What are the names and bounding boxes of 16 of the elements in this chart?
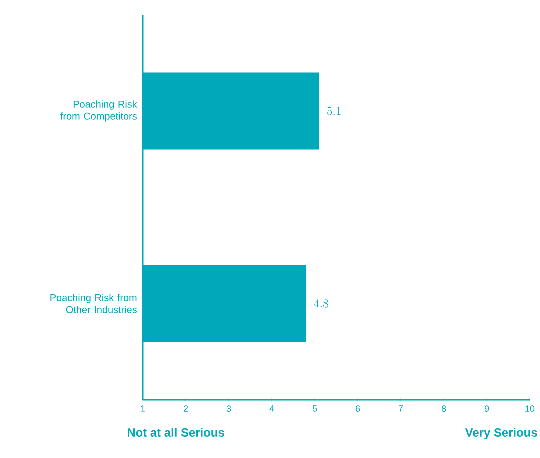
x-tick-label: 9 [484,406,490,412]
x-tick-label: 5 [312,406,318,412]
x-tick-label: 2 [184,406,188,412]
text: Very Serious [465,428,538,440]
x-tick-label: 6 [356,406,360,412]
data-label: 5. 1 [327,107,341,116]
x-tick-label: 4 [270,406,274,412]
y-tick-label: Poaching Risk from Other Industries [50,294,137,314]
x-tick-label: 3 [226,406,232,412]
data-label: 4.8 [314,300,328,308]
x-tick-label: 1 [141,406,146,412]
x-tick-label: 10 [526,406,535,412]
x-tick-label: 7 [398,406,404,412]
text: Not at all Serious [128,428,224,437]
y-tick-label: Poaching Risk from Competitors [60,100,138,122]
x-tick-label: 8 [442,406,446,412]
